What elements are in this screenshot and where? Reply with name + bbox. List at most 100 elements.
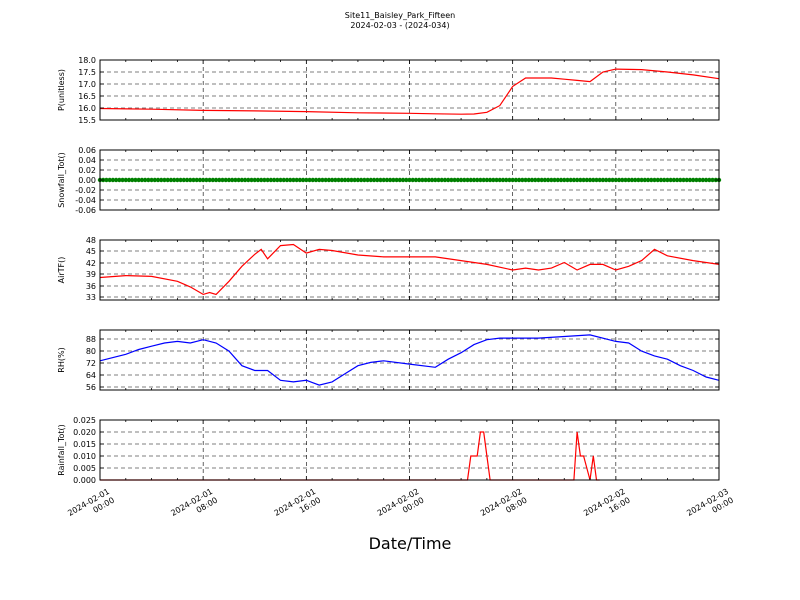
y-tick-label: -0.02 (75, 186, 96, 195)
y-tick-label: 39 (86, 270, 96, 279)
data-point (239, 177, 245, 183)
data-point (681, 177, 686, 183)
y-tick-label: 15.5 (78, 116, 96, 125)
y-tick-label: 0.025 (73, 416, 96, 425)
data-point (603, 177, 609, 183)
data-point (668, 177, 673, 183)
data-point (217, 177, 222, 183)
data-point (300, 177, 306, 183)
data-point (275, 177, 280, 183)
y-tick-label: 0.010 (73, 452, 96, 461)
data-point (410, 177, 415, 183)
panel-1: 18.0 17.5 17.0 16.5 16.0 15.5 P(unitless) (57, 56, 720, 125)
y-tick-label: 80 (86, 347, 96, 356)
y-tick-label: 45 (86, 247, 96, 256)
data-point (691, 177, 696, 183)
y-tick-label: 0.00 (78, 176, 96, 185)
data-point (339, 177, 344, 183)
data-point (371, 177, 377, 183)
y-tick-label: 17.0 (78, 80, 96, 89)
data-point (623, 177, 628, 183)
data-point (252, 177, 257, 183)
data-point (184, 177, 190, 183)
y-tick-label: 42 (86, 259, 96, 268)
data-point (481, 177, 486, 183)
data-point (552, 177, 557, 183)
data-point (404, 177, 409, 183)
data-point (610, 177, 615, 183)
data-point (130, 177, 135, 183)
data-point (171, 177, 177, 183)
data-point (423, 177, 428, 183)
data-point (555, 177, 561, 183)
data-point (262, 177, 267, 183)
data-point (578, 177, 583, 183)
data-point (249, 177, 254, 183)
y-tick-label: 36 (86, 282, 96, 291)
data-point (436, 177, 441, 183)
data-point (468, 177, 473, 183)
data-point (703, 177, 709, 183)
y-tick-label: 0.000 (73, 476, 96, 485)
data-point (326, 177, 332, 183)
data-point (313, 177, 319, 183)
y-tick-label: 56 (86, 383, 96, 392)
data-point (697, 177, 702, 183)
data-point (636, 177, 641, 183)
data-point (162, 177, 167, 183)
data-point (620, 177, 625, 183)
data-point (304, 177, 309, 183)
data-point (626, 177, 631, 183)
data-point (529, 177, 535, 183)
data-point (123, 177, 128, 183)
data-point (574, 177, 580, 183)
y-tick-label: 16.5 (78, 92, 96, 101)
data-point (368, 177, 374, 183)
data-point (684, 177, 689, 183)
data-point (271, 177, 277, 183)
data-point (246, 177, 251, 183)
data-point (549, 177, 554, 183)
y-tick-label: 0.020 (73, 428, 96, 437)
y-tick-label: 88 (86, 335, 96, 344)
data-point (558, 177, 564, 183)
data-point (333, 177, 338, 183)
data-point (475, 177, 480, 183)
y-axis-label: AirTF() (57, 257, 66, 284)
y-tick-label: 0.015 (73, 440, 96, 449)
data-point (294, 177, 299, 183)
data-point (700, 177, 706, 183)
chart-title: Site11_Baisley_Park_Fifteen (344, 11, 456, 20)
data-point (491, 177, 496, 183)
data-point (661, 177, 667, 183)
panel-3: 48 45 42 39 36 33 AirTF() (57, 236, 720, 302)
data-point (110, 177, 116, 183)
data-point (197, 177, 203, 183)
panel-5: 0.025 0.020 0.015 0.010 0.005 0.000 Rainfall_T… (57, 416, 720, 485)
data-point (584, 177, 590, 183)
data-point (507, 177, 512, 183)
data-point (210, 177, 216, 183)
y-axis-label: Snowfall_Tot() (57, 152, 66, 208)
data-point (426, 177, 432, 183)
data-point (223, 177, 228, 183)
data-point (439, 177, 444, 183)
data-point (420, 177, 425, 183)
data-point (139, 177, 145, 183)
data-point (117, 177, 122, 183)
x-axis-label: Date/Time (368, 534, 452, 553)
data-point (458, 177, 464, 183)
data-point (159, 177, 164, 183)
data-point (591, 177, 596, 183)
data-point (674, 177, 680, 183)
data-point (146, 177, 151, 183)
y-tick-label: 33 (86, 293, 96, 302)
data-point (510, 177, 515, 183)
data-point (494, 177, 499, 183)
y-tick-label: -0.04 (75, 196, 96, 205)
